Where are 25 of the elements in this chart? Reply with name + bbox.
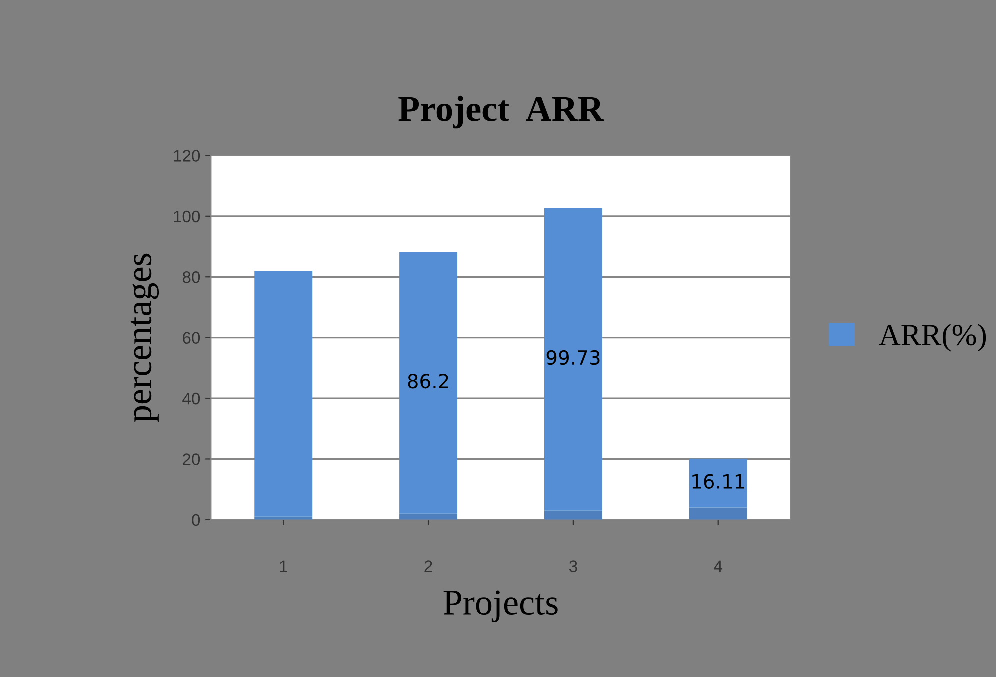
bar xyxy=(400,514,458,520)
data-label: 16.11 xyxy=(692,474,744,489)
data-label: 99.73 xyxy=(546,350,600,366)
y-tick-label: 20 xyxy=(183,454,200,466)
y-tick-label: 40 xyxy=(182,392,200,405)
chart-title: Project ARR xyxy=(398,96,604,129)
y-tick-label: 120 xyxy=(174,150,200,162)
bar xyxy=(544,208,602,511)
x-axis-title: Projects xyxy=(444,590,558,622)
x-tick-label: 1 xyxy=(280,560,288,572)
y-tick-label: 100 xyxy=(174,210,200,223)
bar xyxy=(689,508,748,520)
y-axis-title: percentages xyxy=(130,254,160,422)
bar xyxy=(544,510,602,520)
bar xyxy=(400,252,458,514)
x-tick-label: 2 xyxy=(424,560,432,572)
x-tick-label: 4 xyxy=(714,560,723,572)
bar xyxy=(254,271,313,517)
y-tick-label: 60 xyxy=(183,332,200,344)
x-tick-label: 3 xyxy=(569,560,578,572)
data-label: 86.2 xyxy=(408,374,448,389)
legend-label: ARR(%) xyxy=(879,324,986,352)
y-tick-label: 0 xyxy=(192,514,200,526)
y-tick-label: 80 xyxy=(182,272,200,284)
bar xyxy=(689,458,748,508)
